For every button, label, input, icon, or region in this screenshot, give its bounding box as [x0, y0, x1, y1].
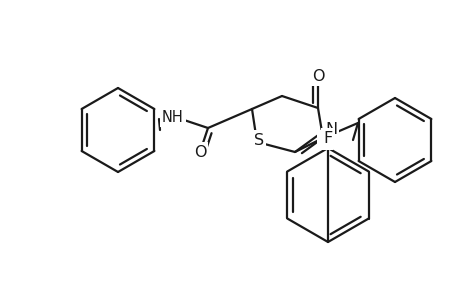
Text: O: O: [193, 145, 206, 160]
Text: F: F: [323, 130, 332, 146]
Text: NH: NH: [162, 110, 184, 124]
Text: S: S: [253, 133, 263, 148]
Text: N: N: [324, 122, 336, 136]
Text: O: O: [311, 68, 324, 83]
Text: N: N: [318, 133, 330, 148]
